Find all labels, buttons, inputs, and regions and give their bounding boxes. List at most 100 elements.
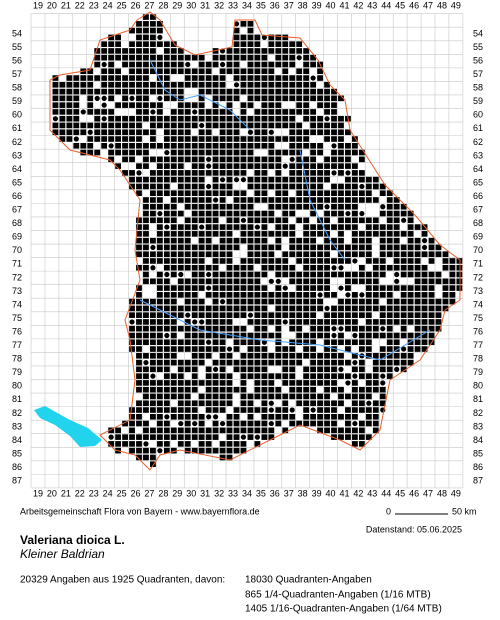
occurrence-square <box>303 231 310 237</box>
occurrence-square <box>150 380 156 386</box>
occurrence-square <box>156 339 163 346</box>
occurrence-square <box>198 163 205 169</box>
occurrence-square <box>338 217 344 224</box>
occurrence-dot <box>275 278 281 284</box>
occurrence-square <box>289 292 296 298</box>
occurrence-square <box>219 142 226 149</box>
occurrence-square <box>317 88 323 95</box>
occurrence-square <box>282 400 289 407</box>
occurrence-square <box>358 244 365 251</box>
occurrence-dot <box>199 122 205 129</box>
occurrence-square <box>400 264 407 271</box>
occurrence-square <box>205 237 212 244</box>
occurrence-square <box>198 353 205 359</box>
occurrence-square <box>233 271 240 278</box>
occurrence-square <box>358 197 365 203</box>
occurrence-square <box>254 156 261 163</box>
occurrence-square <box>317 251 323 257</box>
occurrence-square <box>219 149 226 156</box>
occurrence-square <box>129 88 135 95</box>
occurrence-square <box>296 170 303 176</box>
occurrence-square <box>156 366 163 373</box>
occurrence-square <box>115 149 121 156</box>
occurrence-dot <box>157 34 163 40</box>
occurrence-square <box>170 339 177 346</box>
occurrence-square <box>358 400 365 407</box>
column-label: 19 <box>33 0 43 10</box>
occurrence-square <box>268 149 275 156</box>
occurrence-square <box>261 170 268 176</box>
occurrence-square <box>261 312 268 318</box>
occurrence-square <box>150 427 156 434</box>
occurrence-square <box>163 129 170 136</box>
occurrence-dot <box>192 420 198 427</box>
occurrence-square <box>393 264 400 271</box>
occurrence-square <box>198 82 205 88</box>
occurrence-square <box>421 231 428 237</box>
occurrence-square <box>421 332 428 339</box>
occurrence-square <box>233 75 240 81</box>
occurrence-square <box>170 353 177 359</box>
occurrence-square <box>338 170 344 176</box>
occurrence-square <box>80 149 87 156</box>
occurrence-square <box>289 136 296 142</box>
occurrence-square <box>198 305 205 312</box>
occurrence-square <box>136 359 142 366</box>
occurrence-square <box>310 95 317 102</box>
occurrence-square <box>435 271 442 278</box>
occurrence-square <box>331 380 337 386</box>
occurrence-square <box>393 258 400 264</box>
occurrence-square <box>101 136 108 142</box>
occurrence-square <box>275 48 282 54</box>
row-label: 85 <box>12 448 22 458</box>
column-label: 42 <box>353 488 363 498</box>
occurrence-square <box>156 183 163 190</box>
occurrence-square <box>345 339 351 346</box>
occurrence-square <box>156 27 163 34</box>
column-label: 34 <box>242 488 252 498</box>
occurrence-square <box>170 393 177 400</box>
occurrence-square <box>52 95 59 102</box>
occurrence-square <box>150 447 156 454</box>
occurrence-square <box>289 312 296 318</box>
occurrence-square <box>219 278 226 285</box>
occurrence-square <box>219 373 226 379</box>
occurrence-square <box>143 258 149 264</box>
occurrence-square <box>317 298 323 305</box>
occurrence-square <box>282 224 289 230</box>
occurrence-square <box>317 427 323 434</box>
row-label: 60 <box>12 110 22 120</box>
occurrence-square <box>219 427 226 434</box>
occurrence-square <box>393 203 400 210</box>
occurrence-square <box>219 386 226 393</box>
occurrence-square <box>352 393 358 400</box>
occurrence-square <box>198 332 205 339</box>
occurrence-square <box>205 353 212 359</box>
occurrence-square <box>198 217 205 224</box>
occurrence-square <box>338 237 344 244</box>
occurrence-square <box>163 237 170 244</box>
occurrence-square <box>150 142 156 149</box>
occurrence-squares <box>52 14 463 468</box>
occurrence-square <box>310 366 317 373</box>
occurrence-square <box>212 54 219 61</box>
occurrence-square <box>156 386 163 393</box>
row-label: 80 <box>473 381 483 391</box>
occurrence-square <box>129 339 135 346</box>
occurrence-square <box>129 54 135 61</box>
occurrence-square <box>303 54 310 61</box>
occurrence-square <box>247 244 254 251</box>
occurrence-square <box>198 61 205 68</box>
occurrence-square <box>310 359 317 366</box>
occurrence-square <box>254 95 261 102</box>
occurrence-square <box>247 413 254 420</box>
occurrence-square <box>268 82 275 88</box>
occurrence-square <box>240 325 247 332</box>
occurrence-square <box>428 251 435 257</box>
occurrence-square <box>233 68 240 75</box>
occurrence-square <box>122 420 128 427</box>
occurrence-square <box>184 305 191 312</box>
occurrence-square <box>177 163 184 169</box>
occurrence-square <box>205 61 212 68</box>
occurrence-square <box>184 217 191 224</box>
